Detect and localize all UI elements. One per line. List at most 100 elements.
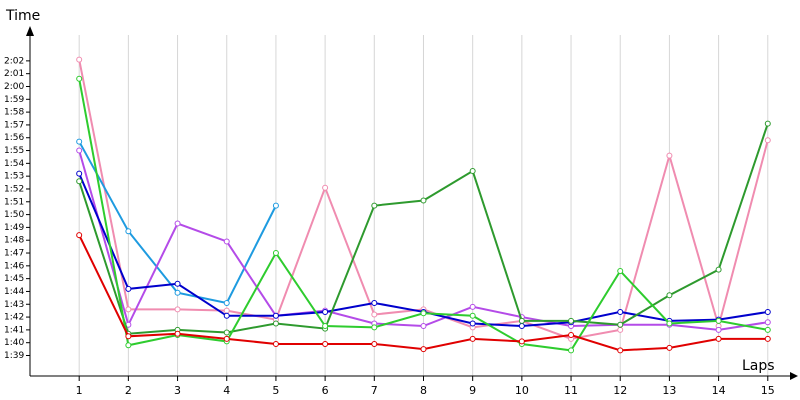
data-point <box>76 178 83 185</box>
y-tick-label: 1:53 <box>4 172 24 182</box>
data-point <box>469 335 476 342</box>
y-tick-label: 1:51 <box>4 197 24 207</box>
y-tick-label: 1:48 <box>4 236 24 246</box>
data-point <box>125 306 132 313</box>
x-tick-label: 2 <box>125 384 132 397</box>
data-point <box>764 120 771 127</box>
data-point <box>223 238 230 245</box>
x-tick-label: 9 <box>469 384 476 397</box>
y-tick-label: 2:00 <box>4 82 24 92</box>
data-point <box>420 310 427 317</box>
data-point <box>76 138 83 145</box>
data-point <box>568 347 575 354</box>
y-tick-label: 1:49 <box>4 223 24 233</box>
x-tick-label: 1 <box>76 384 83 397</box>
x-tick-label: 5 <box>272 384 279 397</box>
y-axis-label: Time <box>5 8 40 24</box>
data-point <box>223 307 230 314</box>
data-point <box>617 326 624 333</box>
data-point <box>322 323 329 330</box>
data-point <box>125 342 132 349</box>
data-point <box>272 340 279 347</box>
y-tick-label: 1:57 <box>4 120 24 130</box>
x-axis-arrow <box>790 372 798 380</box>
data-point <box>518 317 525 324</box>
data-point <box>617 321 624 328</box>
data-point <box>174 330 181 337</box>
data-point <box>617 308 624 315</box>
y-tick-label: 1:46 <box>4 261 24 271</box>
y-axis-arrow <box>26 26 34 36</box>
y-tick-label: 1:59 <box>4 95 24 105</box>
data-point <box>76 75 83 82</box>
data-point <box>469 320 476 327</box>
data-point <box>371 202 378 209</box>
data-point <box>617 267 624 274</box>
y-tick-label: 1:40 <box>4 338 24 348</box>
x-axis-label: Laps <box>742 358 775 374</box>
data-point <box>272 250 279 257</box>
y-tick-label: 1:50 <box>4 210 24 220</box>
y-tick-label: 1:55 <box>4 146 24 156</box>
data-point <box>715 266 722 273</box>
data-point <box>76 170 83 177</box>
y-tick-label: 1:54 <box>4 159 24 169</box>
data-point <box>371 299 378 306</box>
data-point <box>666 344 673 351</box>
data-point <box>666 320 673 327</box>
y-tick-label: 1:56 <box>4 133 24 143</box>
x-tick-label: 14 <box>712 384 726 397</box>
data-point <box>764 137 771 144</box>
y-tick-label: 2:02 <box>4 56 24 66</box>
data-point <box>469 168 476 175</box>
x-tick-label: 6 <box>322 384 329 397</box>
data-point <box>174 280 181 287</box>
y-tick-label: 1:52 <box>4 184 24 194</box>
data-point <box>469 303 476 310</box>
data-point <box>518 323 525 330</box>
data-point <box>518 338 525 345</box>
data-point <box>174 289 181 296</box>
data-point <box>420 323 427 330</box>
data-point <box>420 346 427 353</box>
data-point <box>223 299 230 306</box>
x-tick-label: 15 <box>761 384 775 397</box>
data-point <box>174 306 181 313</box>
x-tick-label: 3 <box>174 384 181 397</box>
y-tick-label: 1:58 <box>4 108 24 118</box>
y-tick-label: 1:43 <box>4 300 24 310</box>
data-point <box>76 56 83 63</box>
x-tick-label: 11 <box>564 384 578 397</box>
y-tick-label: 1:44 <box>4 287 24 297</box>
data-point <box>764 319 771 326</box>
y-tick-label: 1:47 <box>4 249 24 259</box>
data-point <box>715 326 722 333</box>
x-tick-label: 8 <box>420 384 427 397</box>
data-point <box>223 335 230 342</box>
x-tick-label: 4 <box>223 384 230 397</box>
data-point <box>371 324 378 331</box>
data-point <box>223 329 230 336</box>
data-point <box>715 317 722 324</box>
data-point <box>174 220 181 227</box>
x-tick-label: 13 <box>662 384 676 397</box>
y-tick-label: 2:01 <box>4 69 24 79</box>
data-point <box>371 340 378 347</box>
data-point <box>617 347 624 354</box>
data-point <box>764 308 771 315</box>
x-tick-label: 7 <box>371 384 378 397</box>
data-point <box>223 312 230 319</box>
data-point <box>666 292 673 299</box>
data-point <box>322 340 329 347</box>
data-point <box>666 152 673 159</box>
data-point <box>272 312 279 319</box>
data-point <box>420 197 427 204</box>
data-point <box>764 335 771 342</box>
y-tick-label: 1:45 <box>4 274 24 284</box>
y-tick-label: 1:39 <box>4 351 24 361</box>
data-point <box>76 232 83 239</box>
data-point <box>371 311 378 318</box>
y-tick-label: 1:41 <box>4 325 24 335</box>
data-point <box>568 332 575 339</box>
